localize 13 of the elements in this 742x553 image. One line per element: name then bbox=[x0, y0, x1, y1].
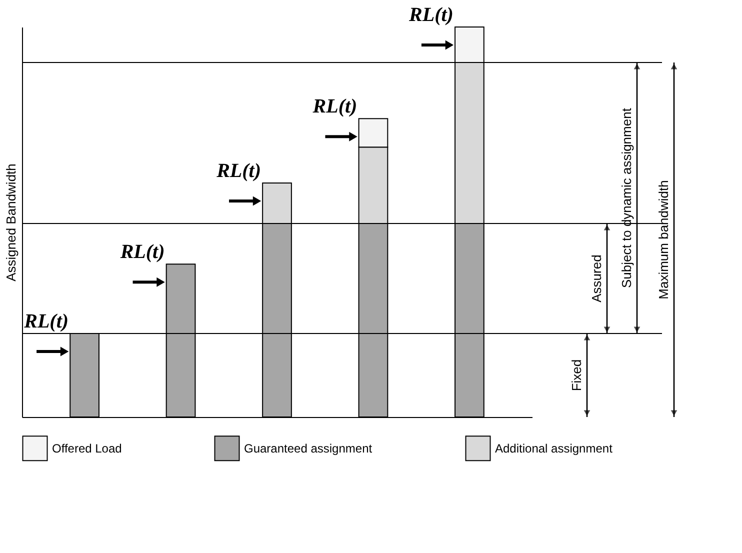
text: RL(t) bbox=[408, 4, 454, 26]
annotation: RL(t) bbox=[119, 241, 165, 264]
annotation: RL(t) bbox=[23, 310, 69, 333]
text: Maximum bandwidth bbox=[656, 180, 671, 300]
text: Assured bbox=[589, 254, 604, 302]
legend-label: Offered Load bbox=[52, 441, 122, 456]
annotation: RL(t) bbox=[216, 160, 261, 182]
y-axis-title: Assigned Bandwidth bbox=[4, 164, 18, 282]
text: Subject to dynamic assignment bbox=[619, 108, 634, 288]
annotation: RL(t) bbox=[312, 96, 358, 118]
legend-label: Guaranteed assignment bbox=[244, 441, 373, 456]
text: Fixed bbox=[569, 359, 584, 392]
legend-label: Additional assignment bbox=[495, 441, 614, 456]
